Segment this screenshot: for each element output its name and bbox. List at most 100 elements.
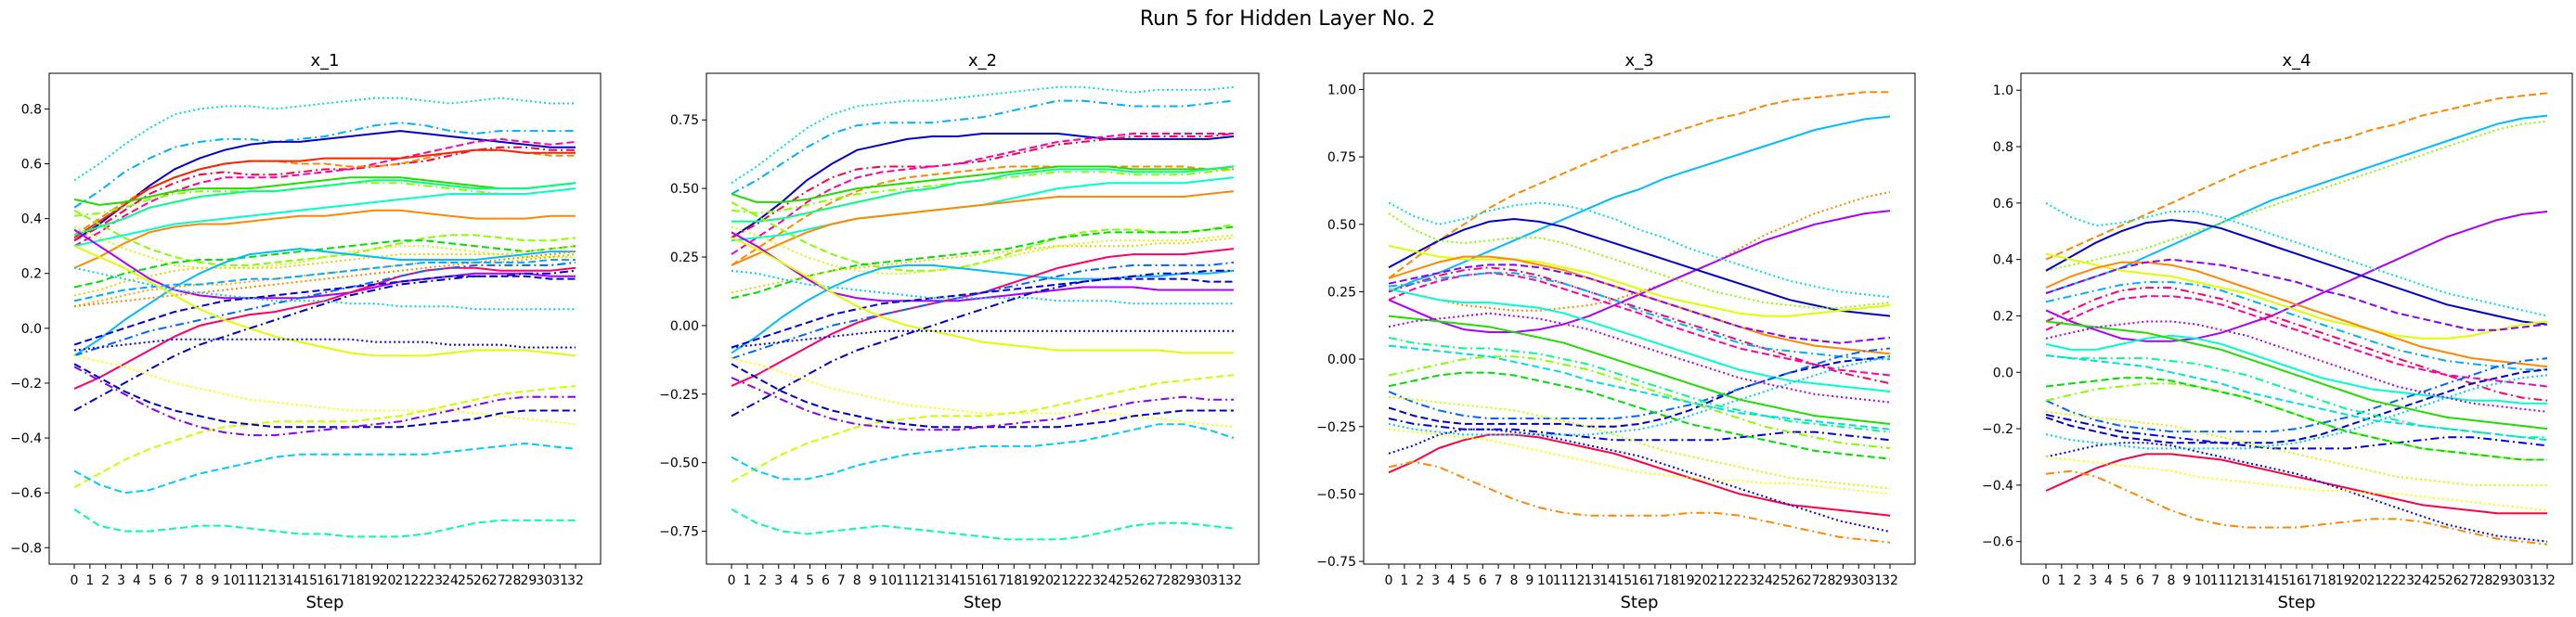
series-line-12 xyxy=(1388,264,1891,344)
series-line-30 xyxy=(731,508,1235,541)
x-tick-label: 1 xyxy=(1400,573,1408,588)
series-line-10 xyxy=(1388,266,1891,385)
series-line-30 xyxy=(73,384,576,489)
x-tick-label: 22 xyxy=(2382,573,2399,588)
series-line-26 xyxy=(731,374,1235,483)
series-line-29 xyxy=(1388,312,1891,404)
series-line-22 xyxy=(1388,315,1891,425)
x-tick-label: 27 xyxy=(1147,573,1164,588)
x-tick-label: 29 xyxy=(1178,573,1195,588)
x-tick-label: 25 xyxy=(1772,573,1789,588)
x-tick-label: 32 xyxy=(1882,573,1898,588)
axes-frame xyxy=(2020,72,2573,565)
subplot-title: x_1 xyxy=(310,51,339,71)
series-line-18 xyxy=(73,228,576,300)
x-tick-label: 10 xyxy=(880,573,897,588)
series-line-13 xyxy=(2045,334,2547,405)
x-tick-label: 9 xyxy=(2182,573,2191,588)
series-line-10 xyxy=(2045,287,2548,402)
x-tick-label: 26 xyxy=(1788,573,1805,588)
x-tick-label: 3 xyxy=(2089,573,2097,588)
series-line-16 xyxy=(2045,442,2548,543)
series-line-15 xyxy=(73,239,576,289)
x-tick-label: 9 xyxy=(1525,573,1534,588)
x-tick-label: 12 xyxy=(1569,573,1586,588)
series-line-16 xyxy=(731,264,1235,354)
series-line-11 xyxy=(731,190,1235,266)
y-tick-label: 0.50 xyxy=(1327,218,1356,233)
series-line-25 xyxy=(1388,371,1891,460)
series-line-15 xyxy=(731,237,1235,294)
y-tick-label: −0.8 xyxy=(10,541,42,556)
series-line-4 xyxy=(73,146,576,242)
series-line-24 xyxy=(1388,355,1891,449)
series-line-20 xyxy=(2045,374,2548,450)
series-line-21 xyxy=(731,269,1234,305)
series-line-4 xyxy=(731,133,1235,239)
x-tick-label: 20 xyxy=(2351,573,2368,588)
y-tick-label: −0.50 xyxy=(1316,487,1356,502)
x-tick-label: 22 xyxy=(1725,573,1741,588)
series-line-21 xyxy=(73,266,576,390)
series-line-12 xyxy=(2045,281,2547,371)
y-tick-label: 0.0 xyxy=(1993,366,2013,380)
x-tick-label: 1 xyxy=(85,573,94,588)
series-line-19 xyxy=(1388,347,1891,419)
x-tick-label: 19 xyxy=(2336,573,2352,588)
x-tick-label: 4 xyxy=(133,573,141,588)
x-tick-label: 3 xyxy=(117,573,125,588)
x-tick-label: 13 xyxy=(1584,573,1600,588)
x-tick-label: 7 xyxy=(837,573,846,588)
x-tick-label: 21 xyxy=(1053,573,1069,588)
y-tick-label: 0.25 xyxy=(1327,285,1356,300)
x-tick-label: 14 xyxy=(2257,573,2273,588)
x-tick-label: 11 xyxy=(1553,573,1570,588)
subplot-title: x_4 xyxy=(2282,51,2311,71)
series-line-1 xyxy=(731,85,1235,185)
series-line-12 xyxy=(73,209,576,269)
series-line-7 xyxy=(2045,252,2548,340)
x-tick-label: 4 xyxy=(790,573,798,588)
axes-frame xyxy=(1363,72,1916,565)
x-tick-label: 8 xyxy=(853,573,861,588)
x-axis-label: Step xyxy=(1621,593,1659,612)
x-tick-label: 22 xyxy=(410,573,427,588)
series-line-6 xyxy=(731,165,1234,266)
series-group xyxy=(731,85,1235,541)
x-tick-label: 10 xyxy=(2194,573,2211,588)
x-tick-label: 4 xyxy=(2104,573,2113,588)
series-line-33 xyxy=(73,443,576,495)
y-tick-label: 0.4 xyxy=(1993,253,2013,268)
series-line-14 xyxy=(731,225,1235,300)
x-tick-label: 17 xyxy=(990,573,1006,588)
series-line-7 xyxy=(73,148,576,239)
x-axis-label: Step xyxy=(2278,593,2316,612)
x-tick-label: 11 xyxy=(239,573,255,588)
x-tick-label: 8 xyxy=(2168,573,2176,588)
x-tick-label: 25 xyxy=(2429,573,2446,588)
x-tick-label: 14 xyxy=(285,573,302,588)
y-tick-label: −0.25 xyxy=(1316,420,1356,435)
x-tick-label: 13 xyxy=(927,573,944,588)
x-tick-label: 27 xyxy=(2461,573,2478,588)
series-line-5 xyxy=(731,133,1234,255)
x-tick-label: 29 xyxy=(1834,573,1851,588)
x-tick-label: 19 xyxy=(1678,573,1695,588)
x-tick-label: 23 xyxy=(1084,573,1101,588)
x-tick-label: 11 xyxy=(2210,573,2227,588)
subplot-3: x_30 1 2 3 4 5 6 7 8 9 10 11 12 13 14 15 16 17 18 19 20 21 22 2… xyxy=(1316,51,1916,612)
x-tick-label: 3 xyxy=(1431,573,1440,588)
x-tick-label: 10 xyxy=(223,573,239,588)
y-tick-label: 1.00 xyxy=(1327,83,1356,97)
series-line-27 xyxy=(2045,354,2548,442)
series-line-18 xyxy=(731,248,1235,387)
x-tick-label: 2 xyxy=(1416,573,1424,588)
series-line-20 xyxy=(731,277,1234,349)
x-tick-label: 7 xyxy=(1495,573,1503,588)
x-tick-label: 15 xyxy=(2272,573,2289,588)
x-tick-label: 21 xyxy=(395,573,411,588)
series-line-14 xyxy=(1388,288,1891,392)
x-tick-label: 18 xyxy=(1005,573,1022,588)
series-line-20 xyxy=(1388,418,1891,442)
